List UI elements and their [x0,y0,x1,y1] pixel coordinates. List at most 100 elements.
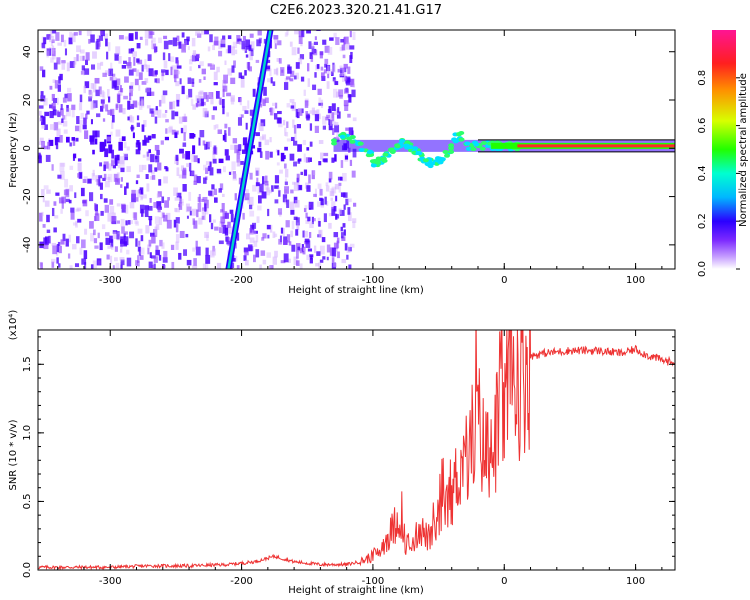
spectrogram-cell [303,89,306,96]
spectrogram-cell [109,205,115,214]
spectrogram-cell [55,250,59,256]
spectrogram-cell [57,84,62,92]
spectrogram-cell [111,149,115,159]
spectrogram-cell [146,105,151,109]
spectrogram-band-cell [415,150,422,155]
spectrogram-cell [236,154,240,163]
spectrogram-cell [175,224,179,233]
spectrogram-cell [119,160,125,167]
spectrogram-cell [339,46,344,52]
spectrogram-cell [346,254,349,260]
spectrogram-cell [198,194,201,203]
spectrogram-cell [313,193,317,197]
spectrogram-cell [282,194,288,203]
spectrogram-cell [108,144,113,154]
spectrogram-frame [37,29,676,270]
spectrogram-cell [79,49,85,54]
spectrogram-cell [230,95,235,102]
spectrogram-cell [252,184,257,192]
spectrogram-band-cell [357,141,364,146]
spectrogram-band-cell [458,137,465,142]
spectrogram-cell [279,235,283,243]
spectrogram-cell [249,237,255,243]
spectrogram-cell [227,68,233,76]
spectrogram-cell [135,69,140,77]
spectrogram-cell [228,171,232,175]
spectrogram-cell [155,106,158,111]
spectrogram-cell [338,208,342,215]
spectrogram-cell [49,104,53,109]
spectrogram-cell [54,215,59,219]
x-tick-label: 0 [501,576,507,587]
spectrogram-cell [340,160,344,168]
spectrogram-cell [320,203,325,208]
spectrogram-cell [69,165,74,170]
x-tick-label: 0 [501,275,507,286]
spectrogram-cell [316,64,320,69]
spectrogram-cell [238,177,242,185]
spectrogram-cell [120,264,123,269]
spectrogram-cell [59,135,63,143]
spectrogram-cell [352,221,356,229]
spectrogram-cell [108,96,111,103]
spectrogram-cell [144,30,150,39]
spectrogram-cell [335,195,338,202]
spectrogram-cell [82,199,88,207]
spectrogram-cell [140,100,145,108]
spectrogram-cell [53,122,59,131]
spectrogram-cell [309,141,313,147]
spectrogram-cell [260,103,263,108]
spectrogram-cell [112,265,115,269]
spectrogram-cell [218,158,224,164]
snr-scale-note: (x10⁴) [8,310,19,341]
spectrogram-cell [326,114,331,119]
spectrogram-cell [201,208,204,215]
spectrogram-cell [56,57,61,65]
spectrogram-cell [301,30,305,38]
spectrogram-cell [346,245,351,254]
spectrogram-marks [38,30,675,269]
spectrogram-cell [191,170,196,176]
spectrogram-cell [180,127,184,134]
spectrogram-cell [274,199,279,204]
spectrogram-cell [264,139,270,146]
spectrogram-cell [162,212,165,218]
spectrogram-cell [324,58,329,65]
spectrogram-cell [73,61,76,68]
spectrogram-cell [310,255,313,260]
spectrogram-cell [327,73,330,79]
spectrogram-cell [331,257,335,263]
spectrogram-cell [203,211,206,221]
spectrogram-cell [228,226,233,235]
spectrogram-cell [155,245,159,250]
spectrogram-cell [287,64,291,70]
y-tick-label: 0.5 [22,493,33,509]
spectrogram-cell [261,191,267,199]
spectrogram-cell [113,173,119,182]
spectrogram-cell [117,232,121,241]
spectrogram-cell [256,39,261,47]
spectrogram-cell [336,240,340,249]
spectrogram-cell [41,124,46,129]
spectrogram-cell [277,110,282,115]
y-tick-label: 1.0 [22,425,33,441]
spectrogram-cell [99,141,105,150]
spectrogram-cell [163,214,168,222]
spectrogram-cell [331,103,336,111]
spectrogram-cell [55,142,59,150]
spectrogram-cell [97,62,102,70]
spectrogram-cell [76,116,80,125]
spectrogram-cell [97,260,101,266]
spectrogram-cell [249,33,254,38]
spectrogram-cell [245,54,249,58]
spectrogram-cell [224,133,227,143]
spectrogram-cell [65,238,69,247]
spectrogram-cell [238,72,243,79]
spectrogram-cell [123,152,129,157]
spectrogram-cell [331,262,337,269]
spectrogram-cell [53,62,58,70]
y-tick-label: 0 [22,145,33,151]
spectrogram-cell [99,35,104,41]
spectrogram-cell [59,73,63,81]
spectrogram-cell [337,176,342,181]
